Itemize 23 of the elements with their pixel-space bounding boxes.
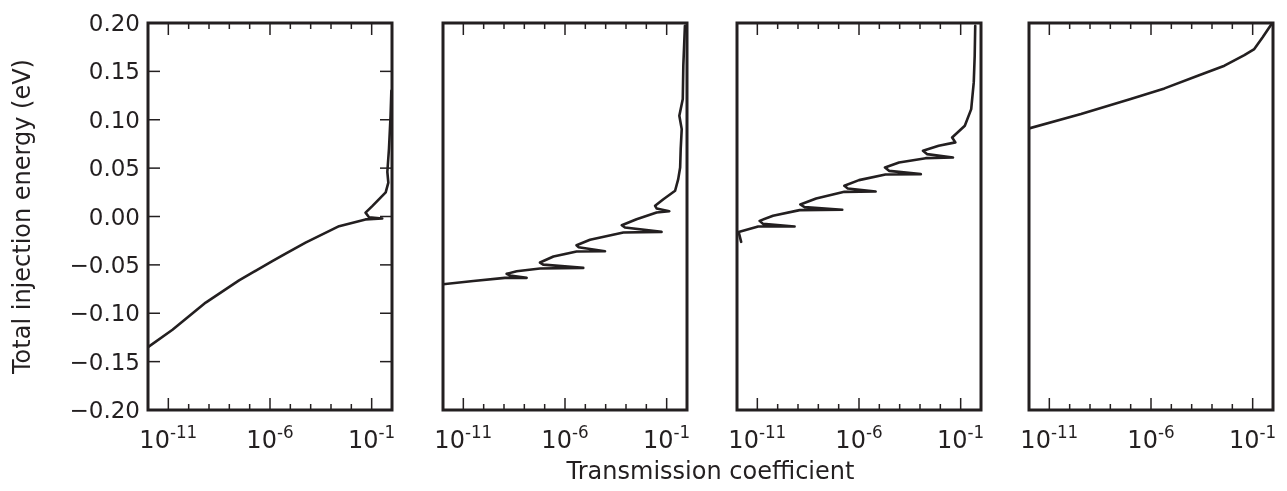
x-tick-label: 10$^{-1}$ (643, 422, 691, 454)
y-tick-label: 0.20 (88, 10, 140, 36)
x-tick-label: 10$^{-1}$ (1229, 422, 1277, 454)
y-tick-label: −0.05 (69, 251, 140, 278)
y-axis-title: Total injection energy (eV) (8, 59, 36, 375)
x-tick-label: 10$^{-6}$ (246, 422, 294, 454)
x-axis-title: Transmission coefficient (565, 457, 855, 485)
y-tick-label: −0.20 (69, 397, 140, 423)
x-tick-label: 10$^{-11}$ (728, 422, 787, 454)
x-tick-label: 10$^{-1}$ (348, 422, 396, 454)
x-tick-label: 10$^{-1}$ (937, 422, 985, 454)
x-tick-label: 10$^{-11}$ (434, 422, 493, 454)
y-tick-label: −0.15 (69, 348, 140, 375)
y-tick-label: 0.00 (88, 203, 140, 230)
y-tick-label: 0.05 (88, 155, 140, 182)
x-tick-label: 10$^{-11}$ (1020, 422, 1079, 454)
x-tick-label: 10$^{-6}$ (1127, 422, 1175, 454)
x-tick-label: 10$^{-6}$ (541, 422, 589, 454)
x-tick-label: 10$^{-11}$ (139, 422, 198, 454)
y-tick-label: 0.15 (88, 58, 140, 85)
y-tick-label: 0.10 (88, 106, 140, 133)
y-tick-label: −0.10 (69, 300, 140, 327)
x-tick-label: 10$^{-6}$ (835, 422, 883, 454)
